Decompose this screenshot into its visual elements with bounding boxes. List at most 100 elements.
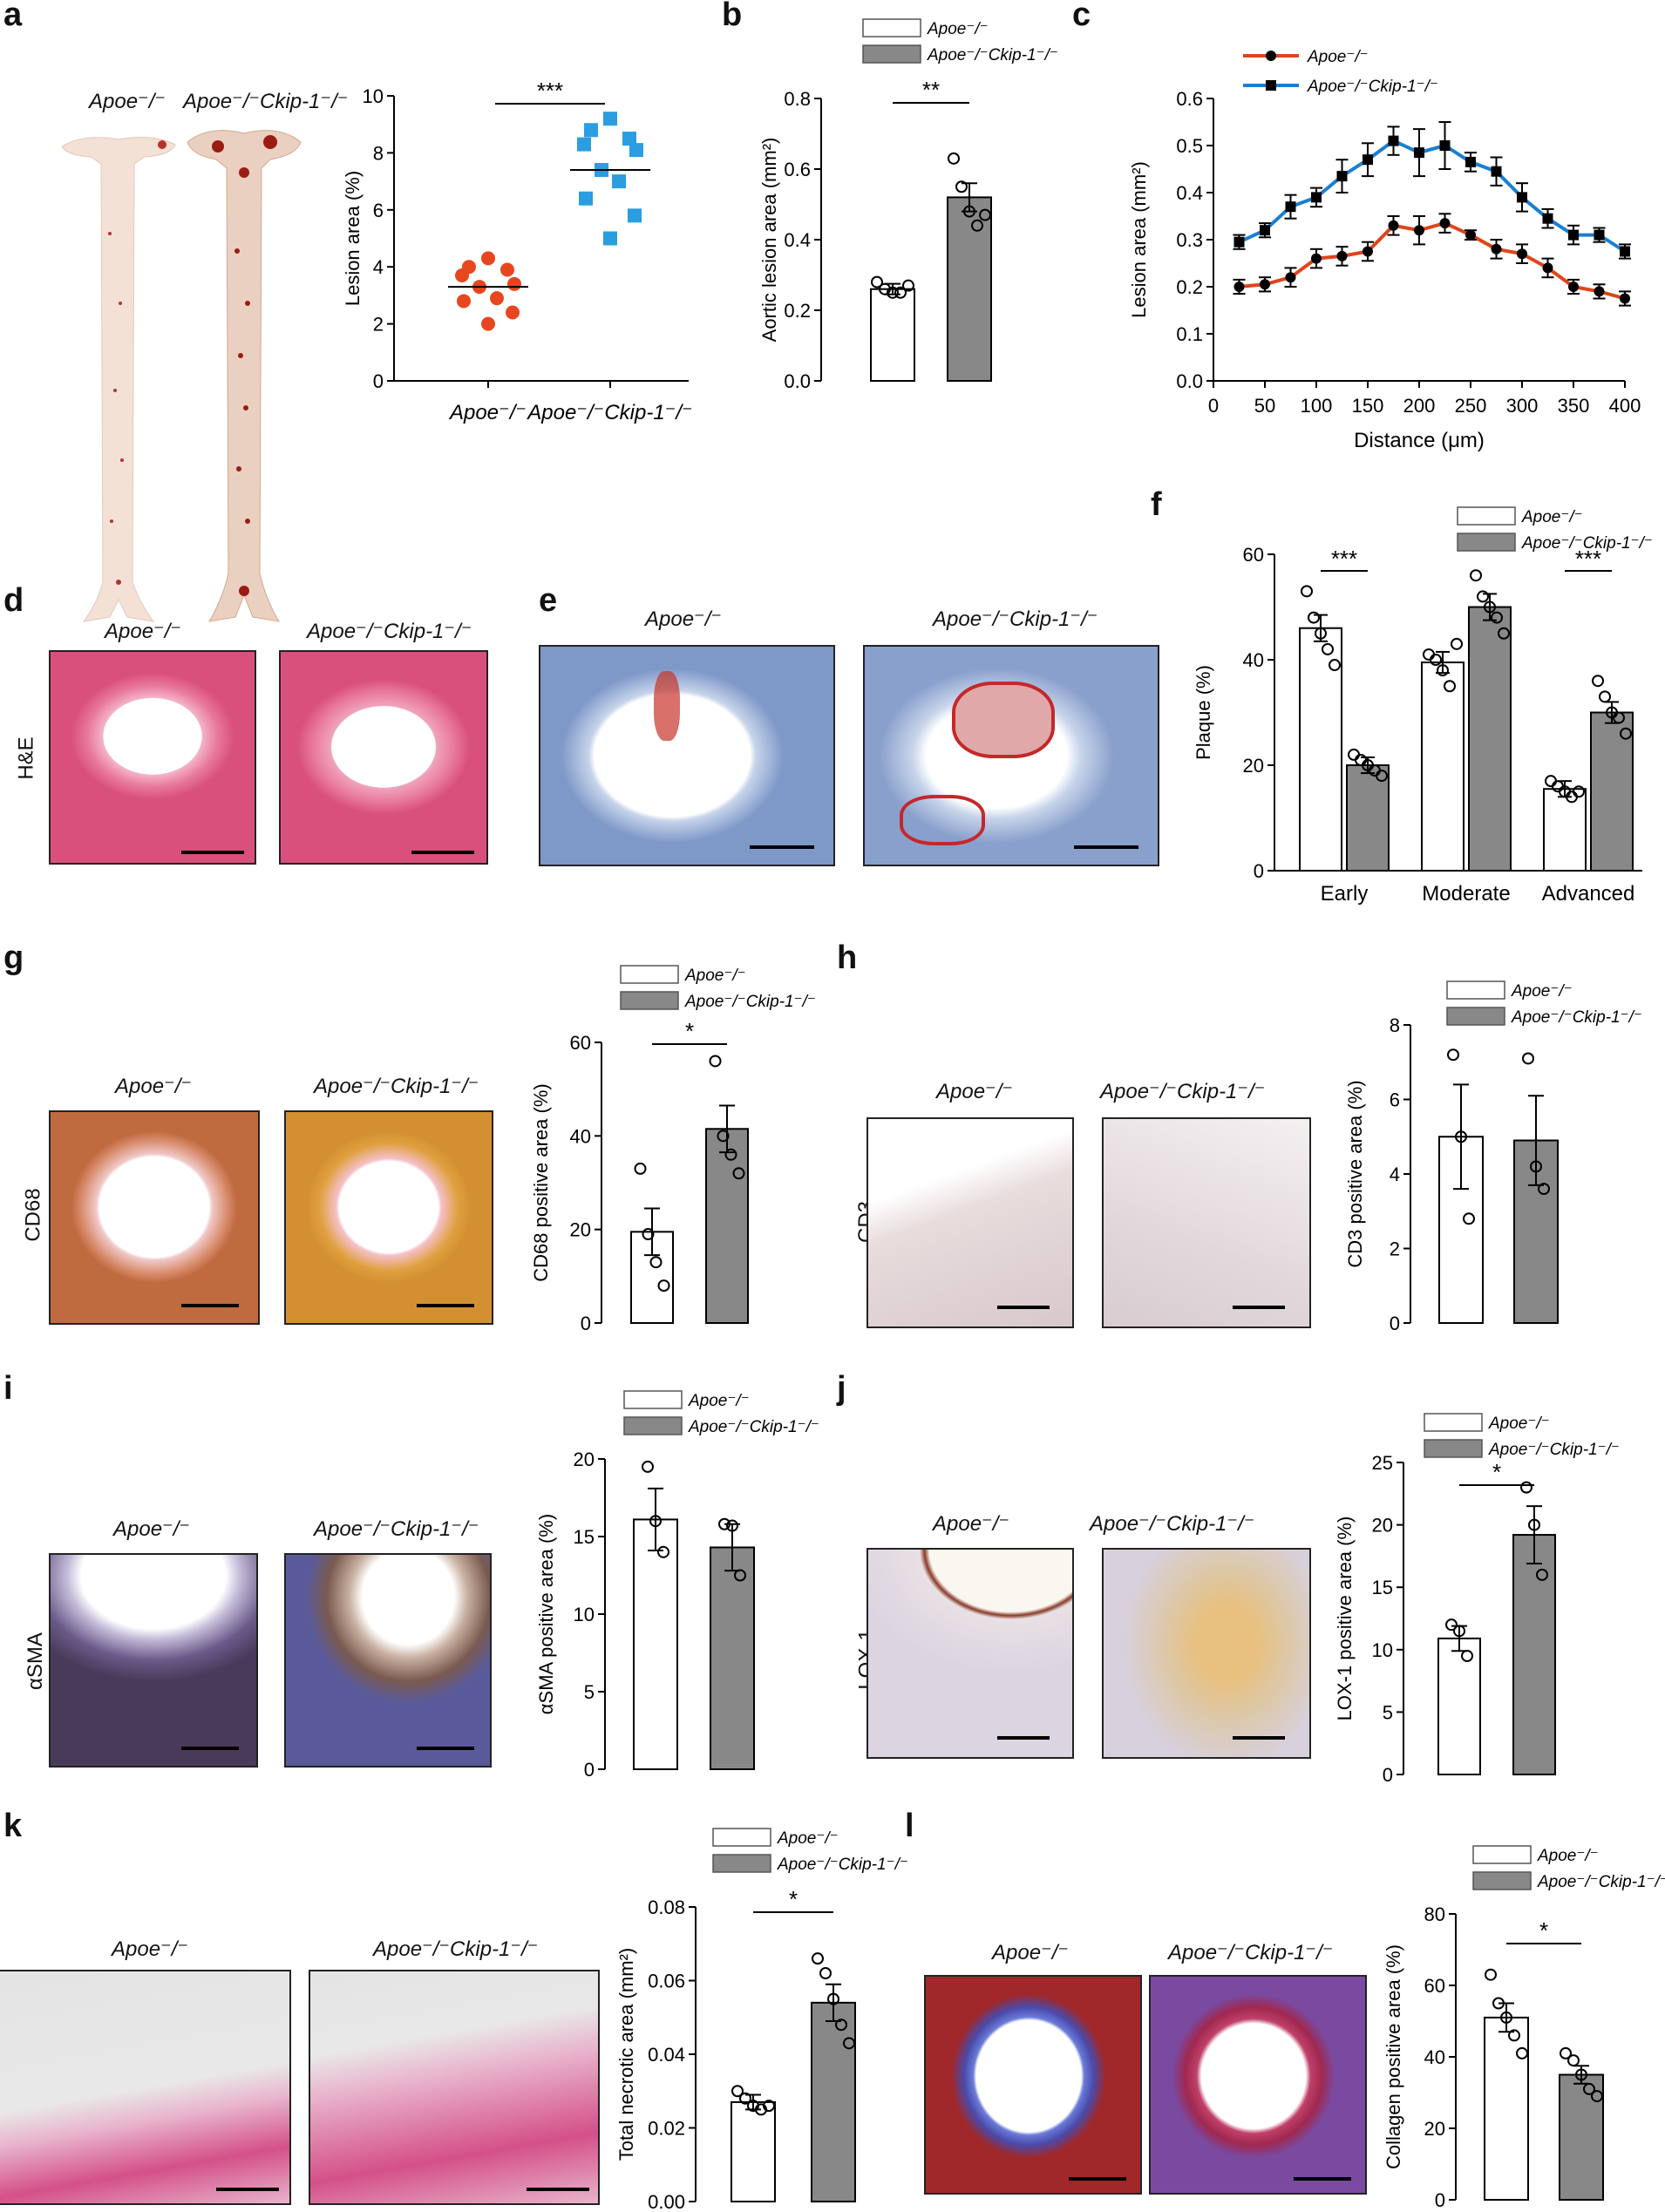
y-tick-label: 0 (581, 1313, 591, 1334)
panel-letter-l: l (905, 1808, 914, 1844)
data-point (603, 231, 617, 246)
bar (1437, 1637, 1481, 1775)
legend-swatch (1457, 533, 1516, 552)
data-point (579, 191, 593, 206)
d-label-ko: Apoe⁻/⁻Ckip-1⁻/⁻ (307, 620, 472, 643)
data-point (1620, 246, 1630, 257)
legend-swatch (1446, 980, 1505, 1000)
scale-bar (997, 1306, 1050, 1309)
x-tick-label: 200 (1403, 395, 1436, 417)
legend-swatch (1424, 1413, 1483, 1432)
data-point (1498, 627, 1510, 640)
data-point (1485, 1968, 1497, 1981)
j-label-ctrl: Apoe⁻/⁻ (933, 1512, 1010, 1536)
x-tick-label: Advanced (1542, 882, 1635, 906)
legend-label: Apoe⁻/⁻Ckip-1⁻/⁻ (684, 993, 816, 1011)
data-point (1613, 711, 1625, 724)
y-axis-label: CD68 positive area (%) (530, 1083, 552, 1281)
data-point (948, 152, 960, 165)
micrograph-oilred-ko (863, 645, 1159, 866)
x-tick-label: Apoe⁻/⁻Ckip-1⁻/⁻ (526, 401, 692, 424)
x-axis-label: Distance (μm) (1354, 429, 1485, 452)
scale-bar (417, 1304, 474, 1307)
series-line (1239, 221, 1626, 301)
data-point (871, 275, 883, 288)
h-label-ko: Apoe⁻/⁻Ckip-1⁻/⁻ (1100, 1080, 1266, 1103)
micrograph-he-ko (279, 650, 488, 865)
micrograph-lox1-ko (1102, 1548, 1311, 1759)
data-point (1492, 1997, 1505, 2010)
y-tick-label: 0.8 (784, 88, 811, 110)
data-point (734, 1569, 746, 1582)
y-tick-label: 20 (570, 1219, 591, 1241)
series-line (1238, 139, 1627, 254)
legend-label: Apoe⁻/⁻ (1488, 1415, 1550, 1433)
y-tick-label: 0.6 (1176, 88, 1203, 110)
data-point (657, 1279, 670, 1293)
panel-letter-f: f (1151, 486, 1162, 523)
data-point (971, 219, 983, 232)
data-point (577, 137, 591, 152)
x-tick-label: 250 (1455, 395, 1487, 417)
x-tick-label: 350 (1558, 395, 1590, 417)
y-tick-label: 0 (373, 370, 384, 392)
legend-swatch (1472, 1845, 1532, 1864)
data-point (1528, 1518, 1540, 1531)
data-point (1444, 680, 1456, 693)
data-point (1568, 229, 1579, 241)
y-tick-label: 0.06 (648, 1971, 685, 1992)
data-point (1430, 654, 1442, 666)
significance-label: *** (1575, 546, 1601, 572)
bar (1512, 1534, 1556, 1776)
d-label-ctrl: Apoe⁻/⁻ (105, 620, 182, 643)
data-point (1575, 2068, 1587, 2081)
data-point (1388, 220, 1399, 231)
significance-label: *** (1331, 546, 1357, 572)
data-point (1536, 1568, 1548, 1581)
bar (633, 1518, 678, 1771)
j-label-ko: Apoe⁻/⁻Ckip-1⁻/⁻ (1090, 1512, 1255, 1536)
panel-letter-e: e (539, 582, 558, 619)
legend-label: Apoe⁻/⁻Ckip-1⁻/⁻ (927, 46, 1058, 64)
legend-label: Apoe⁻/⁻ (1537, 1847, 1599, 1865)
data-point (1491, 166, 1502, 177)
data-point (1573, 785, 1585, 798)
micrograph-cd68-ctrl (49, 1110, 260, 1325)
data-point (657, 1545, 669, 1558)
data-point (490, 291, 504, 306)
y-tick-label: 20 (574, 1449, 595, 1470)
i-label-ctrl: Apoe⁻/⁻ (113, 1517, 191, 1541)
data-point (500, 262, 514, 277)
legend-swatch (1446, 1007, 1505, 1026)
y-axis-label: Aortic lesion area (mm²) (758, 138, 780, 343)
legend-label: Apoe⁻/⁻Ckip-1⁻/⁻ (1488, 1441, 1620, 1459)
significance-label: *** (537, 78, 563, 104)
scale-bar (417, 1747, 474, 1750)
data-point (718, 1517, 731, 1530)
bar (731, 2100, 776, 2203)
y-tick-label: 0.02 (648, 2118, 685, 2140)
scale-bar (411, 851, 474, 854)
panel-letter-d: d (3, 582, 24, 619)
data-point (481, 316, 495, 331)
y-tick-label: 15 (1372, 1577, 1393, 1598)
legend-swatch (712, 1854, 771, 1873)
y-tick-label: 0.1 (1176, 323, 1203, 345)
y-tick-label: 0.4 (1176, 182, 1203, 204)
micrograph-cd68-ko (284, 1110, 493, 1325)
y-tick-label: 0.2 (1176, 276, 1203, 298)
data-point (1592, 675, 1604, 688)
data-point (763, 2100, 775, 2113)
bar (710, 1546, 755, 1770)
data-point (1233, 282, 1245, 292)
data-point (622, 132, 636, 146)
data-point (1447, 1048, 1459, 1062)
y-tick-label: 0.5 (1176, 135, 1203, 157)
y-tick-label: 80 (1424, 1903, 1445, 1925)
micrograph-cd3-ko (1102, 1117, 1311, 1328)
scale-bar (181, 851, 244, 854)
data-point (481, 251, 495, 266)
data-point (1517, 248, 1527, 260)
bar (705, 1128, 749, 1324)
data-point (1491, 611, 1503, 624)
